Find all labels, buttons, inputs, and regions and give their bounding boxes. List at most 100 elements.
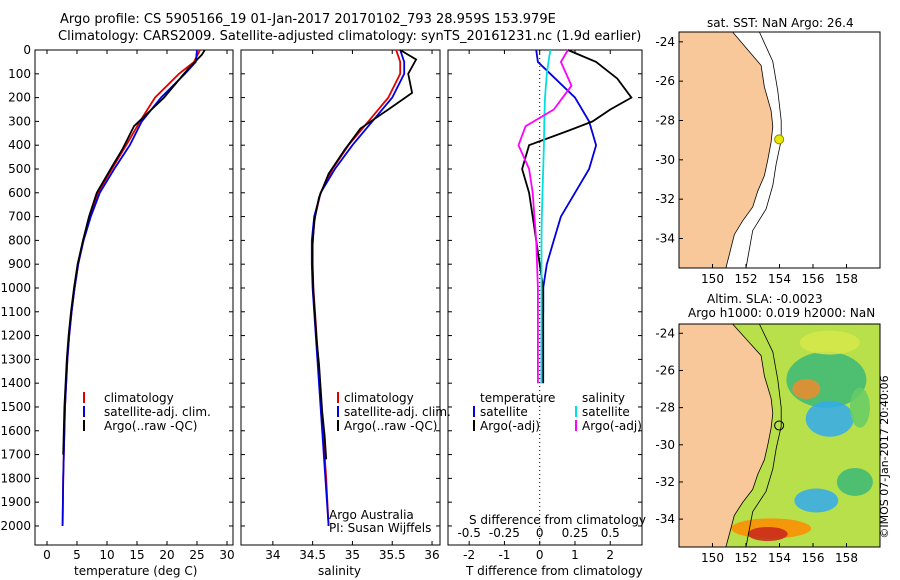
sla-field-blob bbox=[794, 488, 839, 513]
depth-tick-label: 1400 bbox=[0, 376, 31, 390]
diff-xtick-label: 2 bbox=[606, 548, 614, 562]
temp-legend-climatology: climatology bbox=[104, 391, 174, 405]
sal-legend-climatology: climatology bbox=[344, 391, 414, 405]
depth-tick-label: 1600 bbox=[0, 424, 31, 438]
diff-top-tick-label: 0.25 bbox=[562, 526, 589, 540]
salinity-annotation-line1: Argo Australia bbox=[329, 508, 414, 522]
sla-field-blob bbox=[792, 379, 821, 400]
sla-land bbox=[678, 323, 774, 548]
depth-tick-label: 100 bbox=[8, 67, 31, 81]
temp-xtick-label: 5 bbox=[73, 548, 81, 562]
sal-series-2 bbox=[311, 49, 418, 460]
sst-map-xtick-label: 150 bbox=[701, 272, 724, 286]
sst-map-ytick-label: -30 bbox=[655, 153, 675, 167]
sst-map-ytick-label: -34 bbox=[655, 232, 675, 246]
diff-xtick-label: -1 bbox=[498, 548, 510, 562]
difference-xlabel-bottom: T difference from climatology bbox=[466, 564, 643, 578]
depth-tick-label: 500 bbox=[8, 162, 31, 176]
sst-map-xtick-label: 158 bbox=[835, 272, 858, 286]
sal-legend-argo: Argo(..raw -QC) bbox=[344, 419, 438, 433]
diff-top-tick-label: 0 bbox=[536, 526, 544, 540]
diff-xtick-label: 0 bbox=[536, 548, 544, 562]
depth-tick-label: 0 bbox=[23, 43, 31, 57]
depth-tick-label: 1800 bbox=[0, 471, 31, 485]
sla-map-ytick-label: -24 bbox=[655, 326, 675, 340]
sst-map-xtick-label: 152 bbox=[735, 272, 758, 286]
sst-map-ytick-label: -26 bbox=[655, 74, 675, 88]
depth-tick-label: 800 bbox=[8, 233, 31, 247]
depth-tick-label: 1300 bbox=[0, 352, 31, 366]
temp-legend-argo: Argo(..raw -QC) bbox=[104, 419, 198, 433]
diff-series-2 bbox=[540, 49, 552, 384]
sla-field-blob bbox=[849, 387, 870, 428]
sla-field-blob bbox=[799, 330, 860, 355]
sla-field-blob bbox=[836, 467, 873, 496]
diff-series-3 bbox=[517, 49, 573, 384]
diff-top-tick-label: 0.5 bbox=[601, 526, 620, 540]
diff-legend-temperature-header: temperature bbox=[480, 391, 556, 405]
sla-map-ytick-label: -34 bbox=[655, 512, 675, 526]
plot-title-line2: Climatology: CARS2009. Satellite-adjuste… bbox=[58, 29, 642, 44]
sal-xtick-label: 35.5 bbox=[379, 548, 406, 562]
salinity-annotation-line2: PI: Susan Wijffels bbox=[329, 521, 432, 535]
diff-top-tick-label: -0.5 bbox=[457, 526, 480, 540]
sla-map-ytick-label: -32 bbox=[655, 475, 675, 489]
sla-map-xtick-label: 156 bbox=[802, 551, 825, 565]
depth-tick-label: 1200 bbox=[0, 329, 31, 343]
sla-map-title-line2: Argo h1000: 0.019 h2000: NaN bbox=[688, 306, 876, 320]
diff-legend-salinity-argo: Argo(-adj) bbox=[582, 419, 642, 433]
depth-tick-label: 1100 bbox=[0, 305, 31, 319]
sla-field-blob bbox=[747, 526, 788, 541]
temp-series-2 bbox=[62, 49, 206, 455]
diff-legend-temperature-argo: Argo(-adj) bbox=[480, 419, 540, 433]
sla-field-blob bbox=[805, 400, 854, 437]
sla-map-xtick-label: 152 bbox=[735, 551, 758, 565]
depth-tick-label: 200 bbox=[8, 91, 31, 105]
temp-xtick-label: 0 bbox=[43, 548, 51, 562]
sal-xtick-label: 34 bbox=[265, 548, 280, 562]
diff-top-tick-label: -0.25 bbox=[489, 526, 520, 540]
sal-xtick-label: 36 bbox=[424, 548, 439, 562]
sla-map-xtick-label: 154 bbox=[768, 551, 791, 565]
sst-map-title: sat. SST: NaN Argo: 26.4 bbox=[707, 16, 854, 30]
depth-tick-label: 1900 bbox=[0, 495, 31, 509]
diff-xtick-label: 1 bbox=[571, 548, 579, 562]
sst-map-xtick-label: 156 bbox=[802, 272, 825, 286]
sla-map-xtick-label: 150 bbox=[701, 551, 724, 565]
difference-xlabel-top: S difference from climatology bbox=[469, 513, 646, 527]
diff-legend-temperature-satellite: satellite bbox=[480, 405, 528, 419]
diff-axes-box bbox=[447, 49, 643, 546]
sal-legend-satellite: satellite-adj. clim. bbox=[344, 405, 451, 419]
temp-xtick-label: 30 bbox=[219, 548, 234, 562]
depth-tick-label: 1700 bbox=[0, 448, 31, 462]
depth-tick-label: 300 bbox=[8, 114, 31, 128]
sla-isobath bbox=[745, 323, 782, 548]
depth-tick-label: 600 bbox=[8, 186, 31, 200]
sst-map-ytick-label: -24 bbox=[655, 35, 675, 49]
sal-xtick-label: 35 bbox=[345, 548, 360, 562]
diff-legend-salinity-satellite: satellite bbox=[582, 405, 630, 419]
depth-tick-label: 900 bbox=[8, 257, 31, 271]
sst-argo-marker bbox=[774, 134, 785, 145]
depth-tick-label: 2000 bbox=[0, 519, 31, 533]
sst-land bbox=[678, 31, 774, 269]
sla-argo-marker bbox=[774, 420, 785, 431]
sla-map-ytick-label: -28 bbox=[655, 401, 675, 415]
temp-xtick-label: 15 bbox=[129, 548, 144, 562]
sla-map-title-line1: Altim. SLA: -0.0023 bbox=[707, 292, 823, 306]
sst-isobath bbox=[745, 31, 782, 269]
depth-tick-label: 1500 bbox=[0, 400, 31, 414]
temp-legend-satellite: satellite-adj. clim. bbox=[104, 405, 211, 419]
sla-map-ytick-label: -30 bbox=[655, 438, 675, 452]
temp-axes-box bbox=[34, 49, 234, 546]
sal-axes-box bbox=[240, 49, 441, 546]
sla-map-ytick-label: -26 bbox=[655, 363, 675, 377]
temp-series-1 bbox=[61, 49, 198, 527]
sst-map-ytick-label: -32 bbox=[655, 192, 675, 206]
temp-series-0 bbox=[61, 49, 201, 527]
depth-tick-label: 700 bbox=[8, 210, 31, 224]
imos-credit: ©IMOS 07-Jan-2017 20:40:06 bbox=[878, 375, 891, 539]
temp-xtick-label: 20 bbox=[159, 548, 174, 562]
depth-tick-label: 400 bbox=[8, 138, 31, 152]
salinity-xlabel: salinity bbox=[318, 564, 362, 578]
